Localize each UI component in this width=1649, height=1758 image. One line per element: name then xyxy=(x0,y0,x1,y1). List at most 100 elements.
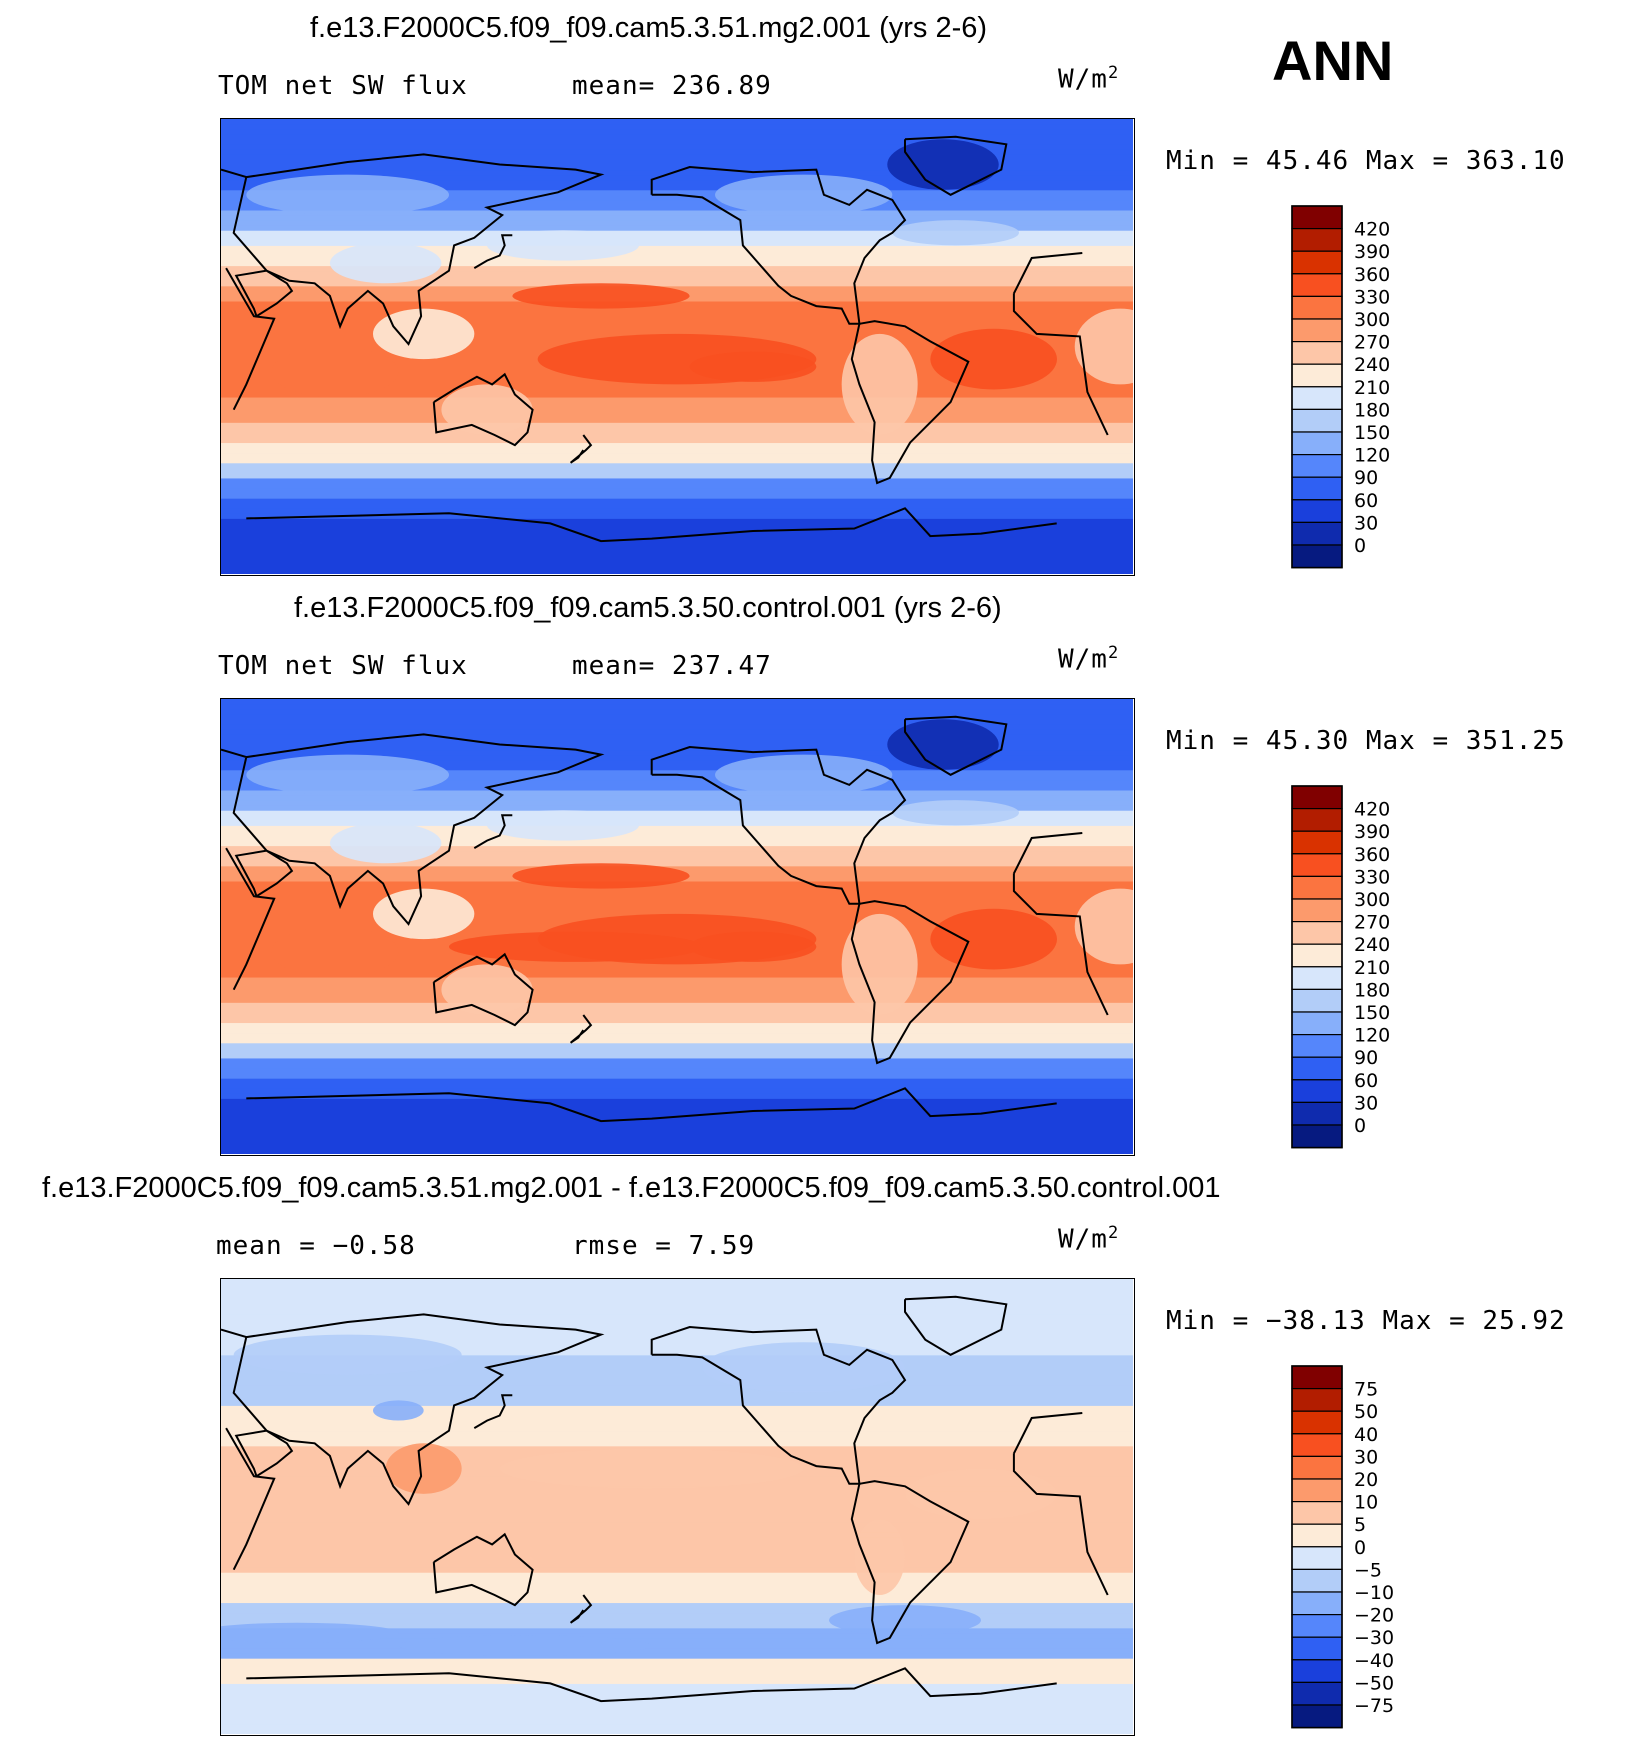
colorbar-swatch xyxy=(1291,898,1343,923)
colorbar-swatch xyxy=(1291,1365,1343,1390)
colorbar-tick-label: 240 xyxy=(1354,934,1390,956)
colorbar-swatch xyxy=(1291,1079,1343,1103)
colorbar-tick-label: 180 xyxy=(1354,399,1390,421)
panel-units: W/m2 xyxy=(1058,63,1120,95)
colorbar-swatch xyxy=(1291,295,1343,320)
colorbar-swatch xyxy=(1291,408,1343,433)
colorbar-swatch xyxy=(1291,830,1343,855)
colorbar-swatch xyxy=(1291,205,1343,230)
colorbar-swatch xyxy=(1291,1410,1343,1435)
colorbar-swatch xyxy=(1291,808,1343,832)
colorbar-tick-label: 390 xyxy=(1354,241,1390,263)
colorbar: 420 390 360 330 300 270 240 210 180 150 120 90 60 30 0 xyxy=(1291,785,1412,1149)
panel-rmse-label: rmse = 7.59 xyxy=(572,1231,756,1261)
colorbar-swatch xyxy=(1291,1591,1343,1616)
season-label: ANN xyxy=(1272,29,1394,92)
colorbar-tick-label: 210 xyxy=(1354,957,1390,979)
panel-units: W/m2 xyxy=(1058,643,1120,675)
colorbar-swatch xyxy=(1291,1568,1343,1593)
colorbar-tick-label: 330 xyxy=(1354,286,1390,308)
colorbar-swatch xyxy=(1291,521,1343,546)
colorbar-tick-label: −50 xyxy=(1354,1672,1394,1694)
colorbar-swatch xyxy=(1291,1501,1343,1525)
colorbar-tick-label: 60 xyxy=(1354,1070,1378,1092)
colorbar-swatch xyxy=(1291,1546,1343,1571)
colorbar-swatch xyxy=(1291,1124,1343,1149)
colorbar-swatch xyxy=(1291,454,1343,478)
map-field xyxy=(221,1279,1133,1734)
colorbar-tick-label: 40 xyxy=(1354,1424,1378,1446)
panel-title: f.e13.F2000C5.f09_f09.cam5.3.51.mg2.001 … xyxy=(42,1172,1221,1204)
colorbar-swatch xyxy=(1291,1614,1343,1638)
colorbar-tick-label: 0 xyxy=(1354,1537,1366,1559)
colorbar: 420 390 360 330 300 270 240 210 180 150 120 90 60 30 0 xyxy=(1291,205,1412,569)
colorbar-swatch xyxy=(1291,1011,1343,1036)
map-panel xyxy=(220,1278,1135,1736)
map-field xyxy=(221,699,1133,1154)
coastlines xyxy=(221,1295,1109,1703)
colorbar-tick-label: 60 xyxy=(1354,490,1378,512)
colorbar: 75 50 40 30 20 10 5 0 −5 −10 −20 −30 −40 −50 −75 xyxy=(1291,1365,1412,1729)
panel-mean-label: mean= 237.47 xyxy=(572,651,772,681)
colorbar-tick-label: 330 xyxy=(1354,866,1390,888)
colorbar-tick-label: 90 xyxy=(1354,467,1378,489)
colorbar-swatch xyxy=(1291,1659,1343,1683)
map-panel xyxy=(220,118,1135,576)
colorbar-tick-label: −40 xyxy=(1354,1650,1394,1672)
colorbar-swatch xyxy=(1291,341,1343,365)
colorbar-tick-label: −30 xyxy=(1354,1627,1394,1649)
colorbar-swatch xyxy=(1291,1478,1343,1503)
colorbar-swatch xyxy=(1291,966,1343,991)
colorbar-tick-label: 420 xyxy=(1354,799,1390,821)
panel-mean-label: mean= 236.89 xyxy=(572,71,772,101)
colorbar-swatch xyxy=(1291,988,1343,1013)
colorbar-swatch xyxy=(1291,228,1343,252)
colorbar-swatch xyxy=(1291,431,1343,456)
colorbar-swatch xyxy=(1291,1388,1343,1412)
panel-title: f.e13.F2000C5.f09_f09.cam5.3.50.control.… xyxy=(294,592,1002,624)
coastlines xyxy=(221,135,1109,543)
colorbar-swatch xyxy=(1291,250,1343,275)
colorbar-tick-label: 210 xyxy=(1354,377,1390,399)
colorbar-tick-label: 10 xyxy=(1354,1492,1378,1514)
colorbar-tick-label: 75 xyxy=(1354,1379,1378,1401)
colorbar-tick-label: 300 xyxy=(1354,309,1390,331)
colorbar-swatch xyxy=(1291,499,1343,523)
colorbar-swatch xyxy=(1291,318,1343,343)
minmax-label: Min = 45.30 Max = 351.25 xyxy=(1166,726,1566,756)
minmax-label: Min = −38.13 Max = 25.92 xyxy=(1166,1306,1566,1336)
colorbar-tick-label: 30 xyxy=(1354,512,1378,534)
panel-title: f.e13.F2000C5.f09_f09.cam5.3.51.mg2.001 … xyxy=(310,12,988,44)
colorbar-swatch xyxy=(1291,1636,1343,1661)
panel-units: W/m2 xyxy=(1058,1223,1120,1255)
colorbar-tick-label: 5 xyxy=(1354,1514,1366,1536)
colorbar-tick-label: 150 xyxy=(1354,422,1390,444)
minmax-label: Min = 45.46 Max = 363.10 xyxy=(1166,146,1566,176)
colorbar-tick-label: 50 xyxy=(1354,1401,1378,1423)
colorbar-tick-label: −75 xyxy=(1354,1695,1394,1717)
map-panel xyxy=(220,698,1135,1156)
field-features xyxy=(221,1304,1057,1656)
colorbar-tick-label: 120 xyxy=(1354,445,1390,467)
colorbar-swatch xyxy=(1291,386,1343,411)
colorbar-swatch xyxy=(1291,1523,1343,1548)
colorbar-tick-label: 420 xyxy=(1354,219,1390,241)
colorbar-swatch xyxy=(1291,544,1343,569)
colorbar-swatch xyxy=(1291,363,1343,388)
colorbar-tick-label: 360 xyxy=(1354,264,1390,286)
colorbar-tick-label: 30 xyxy=(1354,1092,1378,1114)
colorbar-tick-label: 90 xyxy=(1354,1047,1378,1069)
colorbar-tick-label: 20 xyxy=(1354,1469,1378,1491)
panel-mean-label: mean = −0.58 xyxy=(216,1231,416,1261)
colorbar-swatch xyxy=(1291,1101,1343,1126)
colorbar-tick-label: 180 xyxy=(1354,979,1390,1001)
colorbar-swatch xyxy=(1291,853,1343,878)
colorbar-swatch xyxy=(1291,943,1343,968)
field-bands xyxy=(221,699,1133,1154)
colorbar-swatch xyxy=(1291,921,1343,945)
panel-variable-label: TOM net SW flux xyxy=(218,651,468,681)
panel-variable-label: TOM net SW flux xyxy=(218,71,468,101)
colorbar-swatch xyxy=(1291,1704,1343,1729)
colorbar-swatch xyxy=(1291,1455,1343,1480)
colorbar-tick-label: 390 xyxy=(1354,821,1390,843)
